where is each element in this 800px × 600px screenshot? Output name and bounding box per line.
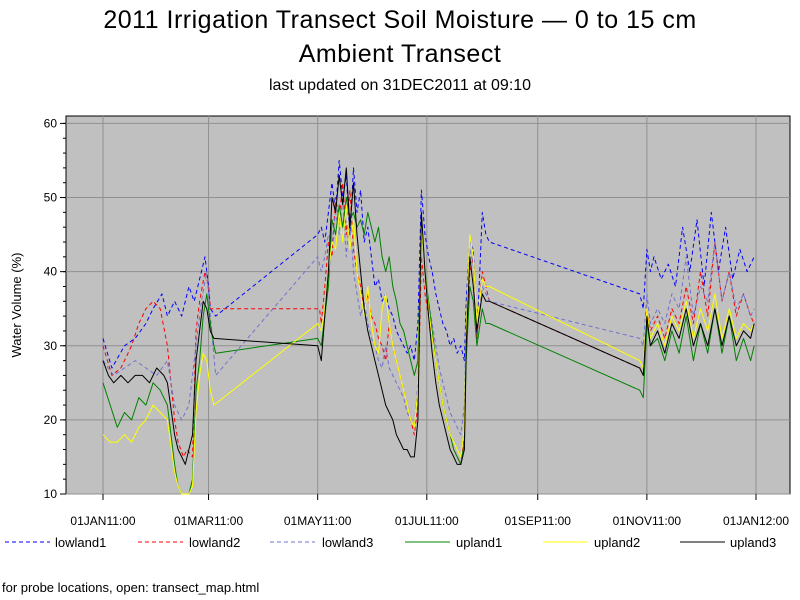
legend-label-upland2: upland2: [594, 535, 640, 550]
legend-label-upland1: upland1: [456, 535, 502, 550]
x-tick-label: 01JUL11:00: [395, 514, 459, 528]
x-tick-label: 01JAN11:00: [70, 514, 135, 528]
chart-title: 2011 Irrigation Transect Soil Moisture —…: [103, 6, 697, 34]
y-tick-label: 50: [44, 191, 58, 205]
legend-label-lowland2: lowland2: [189, 535, 240, 550]
x-tick-label: 01SEP11:00: [504, 514, 571, 528]
x-tick-label: 01NOV11:00: [613, 514, 682, 528]
legend-label-upland3: upland3: [730, 535, 776, 550]
x-tick-label: 01MAR11:00: [174, 514, 243, 528]
chart-subtitle: Ambient Transect: [298, 40, 502, 68]
series-line-lowland3: [102, 197, 755, 436]
y-tick-label: 30: [44, 339, 58, 353]
y-tick-label: 40: [44, 265, 58, 279]
legend-label-lowland3: lowland3: [322, 535, 373, 550]
footer-note: for probe locations, open: transect_map.…: [2, 580, 260, 595]
legend-label-lowland1: lowland1: [55, 535, 106, 550]
series-line-lowland2: [102, 182, 755, 465]
series-line-upland3: [102, 167, 755, 465]
series-line-upland2: [102, 204, 755, 495]
series-line-upland1: [102, 197, 755, 495]
last-updated-text: last updated on 31DEC2011 at 09:10: [268, 77, 532, 94]
x-tick-label: 01JAN12:00: [723, 514, 789, 528]
y-axis-label: Water Volume (%): [9, 253, 24, 358]
y-tick-label: 10: [44, 487, 58, 501]
x-tick-label: 01MAY11:00: [284, 514, 352, 528]
y-tick-label: 20: [44, 413, 58, 427]
y-tick-label: 60: [44, 116, 58, 130]
